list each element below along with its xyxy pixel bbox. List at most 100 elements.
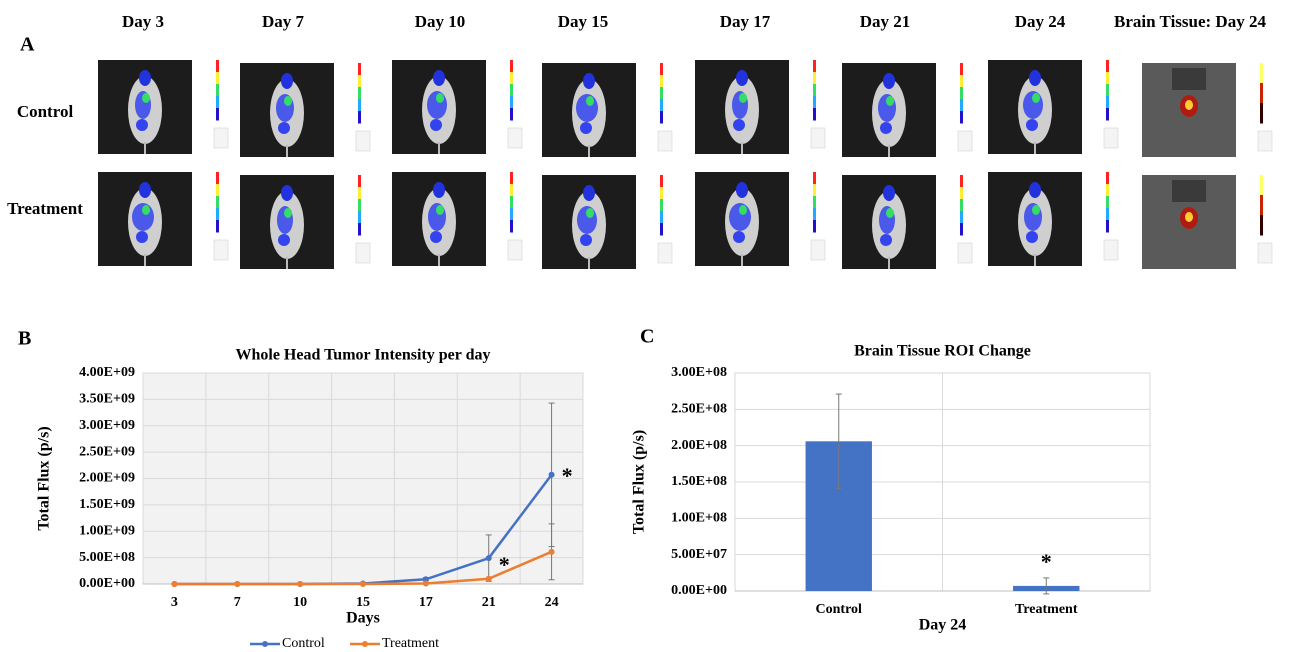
color-scale [1260, 215, 1263, 236]
scale-legend [355, 130, 371, 152]
signal [883, 185, 895, 201]
signal [733, 231, 745, 243]
color-scale [660, 75, 663, 88]
point [234, 581, 241, 587]
signal [580, 122, 592, 134]
signal [281, 185, 293, 201]
color-scale [660, 63, 663, 76]
y-tick-label: 5.00E+07 [671, 547, 727, 562]
row-label: Treatment [7, 199, 83, 218]
point [422, 576, 429, 583]
tissue-holder [1172, 180, 1206, 202]
scale-legend [355, 242, 371, 264]
x-tick-label: 7 [234, 595, 241, 610]
x-tick-label: 17 [419, 595, 433, 610]
color-scale [960, 99, 963, 112]
color-scale [660, 87, 663, 100]
signal [284, 96, 292, 106]
color-scale [813, 196, 816, 209]
annotation: * [562, 463, 573, 488]
row-label: Control [17, 102, 74, 121]
color-scale [813, 108, 816, 121]
color-scale [660, 111, 663, 124]
signal [580, 234, 592, 246]
x-tick-label: Control [816, 602, 863, 617]
y-axis-label: Total Flux (p/s) [631, 430, 648, 534]
color-scale [216, 84, 219, 97]
signal [886, 208, 894, 218]
point [297, 581, 304, 587]
point [548, 471, 555, 478]
color-scale [1106, 208, 1109, 221]
chart-title: Whole Head Tumor Intensity per day [235, 347, 490, 364]
y-tick-label: 0.00E+00 [671, 583, 727, 598]
y-tick-label: 1.50E+09 [79, 497, 135, 512]
column-header: Day 15 [558, 12, 609, 31]
scale-legend [1103, 239, 1119, 261]
color-scale [216, 72, 219, 85]
signal [586, 96, 594, 106]
color-scale [358, 63, 361, 76]
y-axis-label: Total Flux (p/s) [36, 426, 53, 530]
signal [142, 93, 150, 103]
panel-letter: A [20, 34, 35, 56]
scale-legend [1257, 130, 1273, 152]
chart-title: Brain Tissue ROI Change [854, 343, 1031, 360]
color-scale [510, 84, 513, 97]
signal [139, 182, 151, 198]
color-scale [960, 87, 963, 100]
signal [278, 122, 290, 134]
scale-legend [810, 239, 826, 261]
legend-label: Treatment [382, 636, 439, 651]
legend-marker [262, 641, 268, 647]
signal [430, 231, 442, 243]
color-scale [1260, 83, 1263, 104]
signal [733, 119, 745, 131]
signal [433, 70, 445, 86]
x-tick-label: 24 [545, 595, 559, 610]
color-scale [1106, 60, 1109, 73]
signal [1032, 93, 1040, 103]
y-tick-label: 2.50E+09 [79, 444, 135, 459]
color-scale [1260, 175, 1263, 196]
signal [739, 93, 747, 103]
signal [736, 70, 748, 86]
color-scale [510, 96, 513, 109]
color-scale [216, 96, 219, 109]
signal [1029, 70, 1041, 86]
scale-legend [507, 127, 523, 149]
x-axis-label: Day 24 [919, 617, 967, 634]
color-scale [660, 211, 663, 224]
column-header: Day 24 [1015, 12, 1066, 31]
color-scale [358, 87, 361, 100]
tissue-holder [1172, 68, 1206, 90]
color-scale [510, 184, 513, 197]
color-scale [216, 60, 219, 73]
x-tick-label: Treatment [1015, 602, 1078, 617]
signal [583, 73, 595, 89]
tissue-core [1185, 212, 1193, 222]
signal [139, 70, 151, 86]
signal [739, 205, 747, 215]
y-tick-label: 1.50E+08 [671, 474, 727, 489]
x-axis-label: Days [346, 610, 380, 627]
signal [433, 182, 445, 198]
point [485, 555, 492, 562]
x-tick-label: 3 [171, 595, 178, 610]
point [360, 581, 366, 587]
signal [436, 93, 444, 103]
color-scale [1260, 63, 1263, 84]
x-tick-label: 10 [293, 595, 307, 610]
color-scale [216, 220, 219, 233]
color-scale [510, 172, 513, 185]
color-scale [960, 187, 963, 200]
signal [1026, 119, 1038, 131]
color-scale [1106, 196, 1109, 209]
point [422, 580, 429, 587]
color-scale [510, 72, 513, 85]
legend-label: Control [282, 636, 325, 651]
color-scale [358, 223, 361, 236]
tissue-core [1185, 100, 1193, 110]
y-tick-label: 3.00E+08 [671, 365, 727, 380]
color-scale [813, 60, 816, 73]
